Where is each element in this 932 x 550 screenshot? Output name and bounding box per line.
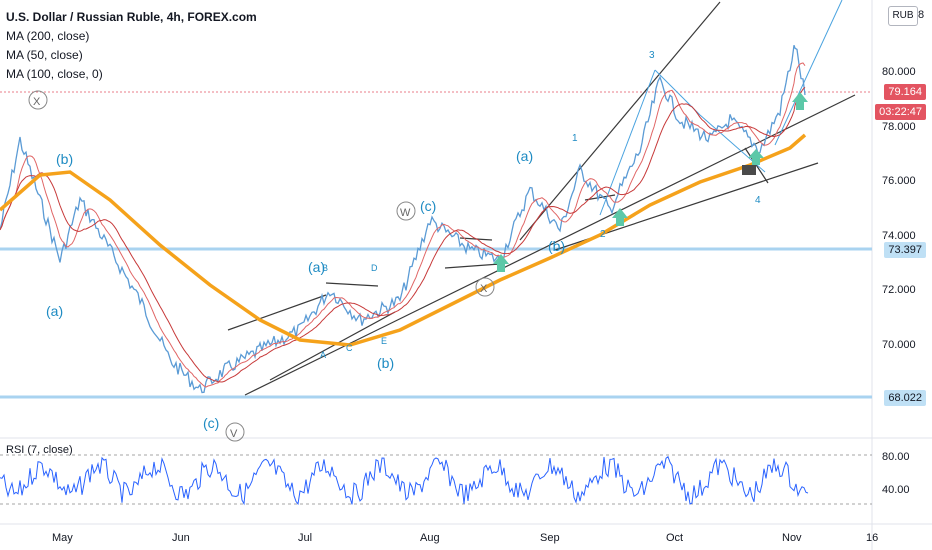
wave-label: (a) bbox=[46, 303, 63, 319]
rsi-pane[interactable]: 80.00 40.00 bbox=[0, 451, 910, 506]
currency-button[interactable]: RUB bbox=[888, 6, 918, 26]
wave-label: D bbox=[371, 263, 378, 273]
ma50-line[interactable] bbox=[0, 62, 806, 388]
price-tick: 72.000 bbox=[882, 284, 916, 296]
rsi-line bbox=[0, 455, 809, 506]
triangle-b bbox=[325, 282, 379, 287]
ma200-line[interactable] bbox=[0, 133, 807, 347]
marker-box-icon bbox=[742, 165, 756, 175]
signal-arrows bbox=[493, 92, 808, 272]
level-high-badge: 73.397 bbox=[884, 242, 926, 258]
time-tick: Jun bbox=[172, 532, 190, 544]
wave-label: (b) bbox=[377, 355, 394, 371]
price-axis[interactable]: 8 80.000 78.000 76.000 74.000 72.000 70.… bbox=[882, 9, 924, 351]
wave-label: A bbox=[320, 350, 326, 360]
price-tick: 8 bbox=[918, 9, 924, 21]
current-price-badge: 79.164 bbox=[884, 84, 926, 100]
up-arrow-icon bbox=[792, 92, 808, 110]
wave-label: C bbox=[346, 343, 353, 353]
price-tick: 70.000 bbox=[882, 339, 916, 351]
wave-label: 4 bbox=[755, 195, 761, 206]
time-tick: Nov bbox=[782, 532, 802, 544]
price-series[interactable] bbox=[0, 44, 806, 394]
candle-countdown-badge: 03:22:47 bbox=[875, 104, 926, 120]
time-axis[interactable]: May Jun Jul Aug Sep Oct Nov 16 bbox=[52, 532, 878, 544]
time-tick: May bbox=[52, 532, 73, 544]
trendline-steep bbox=[519, 1, 721, 241]
wave-label: X bbox=[33, 96, 41, 108]
price-tick: 76.000 bbox=[882, 175, 916, 187]
indicator-ma50[interactable]: MA (50, close) bbox=[6, 48, 83, 62]
up-arrow-icon bbox=[748, 149, 764, 165]
up-arrow-icon bbox=[612, 208, 628, 226]
wave-label: (b) bbox=[548, 238, 565, 254]
wave-label: X bbox=[480, 283, 488, 295]
small-flag bbox=[584, 194, 616, 201]
up-arrow-icon bbox=[493, 254, 509, 272]
rsi-tick: 40.00 bbox=[882, 484, 910, 496]
level-low-badge: 68.022 bbox=[884, 390, 926, 406]
indicator-ma100[interactable]: MA (100, close, 0) bbox=[6, 67, 103, 81]
wave-label: 2 bbox=[600, 229, 606, 240]
wave-label: 3 bbox=[649, 50, 655, 61]
wave-label: W bbox=[400, 207, 411, 219]
time-tick: Jul bbox=[298, 532, 312, 544]
wave-label: (b) bbox=[56, 151, 73, 167]
time-tick: Sep bbox=[540, 532, 560, 544]
wave-label: B bbox=[322, 263, 328, 273]
rsi-title[interactable]: RSI (7, close) bbox=[6, 444, 73, 456]
time-tick: Oct bbox=[666, 532, 683, 544]
box-bottom bbox=[444, 263, 501, 269]
rsi-tick: 80.00 bbox=[882, 451, 910, 463]
wave-label: V bbox=[230, 428, 238, 440]
ma100-line[interactable] bbox=[0, 86, 806, 383]
triangle-bottom bbox=[269, 311, 396, 381]
price-tick: 74.000 bbox=[882, 230, 916, 242]
time-tick: 16 bbox=[866, 532, 878, 544]
triangle-top bbox=[227, 294, 327, 331]
projection-lines[interactable] bbox=[599, 0, 843, 216]
price-tick: 80.000 bbox=[882, 66, 916, 78]
projection-line-4 bbox=[774, 0, 843, 146]
wave-label: E bbox=[381, 336, 387, 346]
wave-label: (a) bbox=[516, 148, 533, 164]
wave-labels: X (b) (a) W (c) (a) B D A C E (b) (c) V … bbox=[28, 50, 761, 442]
trendlines[interactable] bbox=[227, 1, 856, 396]
chart-legend: U.S. Dollar / Russian Ruble, 4h, FOREX.c… bbox=[6, 8, 257, 84]
symbol-title[interactable]: U.S. Dollar / Russian Ruble, 4h, FOREX.c… bbox=[6, 10, 257, 24]
wave-label: (c) bbox=[420, 198, 436, 214]
wave-label: (a) bbox=[308, 259, 325, 275]
projection-line-1 bbox=[599, 69, 656, 216]
time-tick: Aug bbox=[420, 532, 440, 544]
wave4-top bbox=[744, 147, 769, 184]
wave-label: (c) bbox=[203, 415, 219, 431]
price-tick: 78.000 bbox=[882, 121, 916, 133]
wave-label: 1 bbox=[572, 133, 578, 144]
indicator-ma200[interactable]: MA (200, close) bbox=[6, 29, 90, 43]
